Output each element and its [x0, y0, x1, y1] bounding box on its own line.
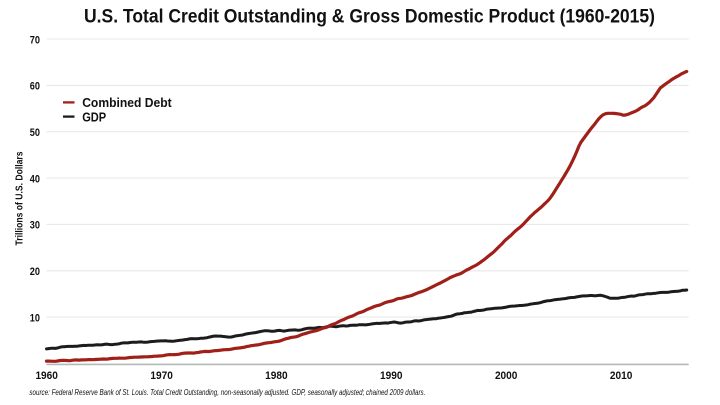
svg-text:10: 10 [30, 312, 40, 324]
svg-text:source: Federal Reserve Bank o: source: Federal Reserve Bank of St. Loui… [29, 388, 425, 397]
svg-text:60: 60 [30, 81, 40, 93]
svg-text:1980: 1980 [265, 370, 288, 382]
svg-text:Combined Debt: Combined Debt [82, 95, 172, 110]
svg-text:U.S. Total Credit Outstanding: U.S. Total Credit Outstanding & Gross Do… [84, 6, 655, 27]
svg-text:20: 20 [30, 266, 40, 278]
svg-text:70: 70 [30, 34, 40, 46]
svg-text:30: 30 [30, 220, 40, 232]
svg-text:2010: 2010 [610, 370, 633, 382]
svg-text:1960: 1960 [35, 370, 58, 382]
svg-text:1990: 1990 [380, 370, 403, 382]
svg-text:2000: 2000 [495, 370, 518, 382]
svg-text:1970: 1970 [150, 370, 173, 382]
svg-text:40: 40 [30, 173, 40, 185]
svg-text:Trillions of U.S. Dollars: Trillions of U.S. Dollars [15, 151, 26, 245]
svg-text:50: 50 [30, 127, 40, 139]
svg-text:GDP: GDP [82, 109, 106, 124]
